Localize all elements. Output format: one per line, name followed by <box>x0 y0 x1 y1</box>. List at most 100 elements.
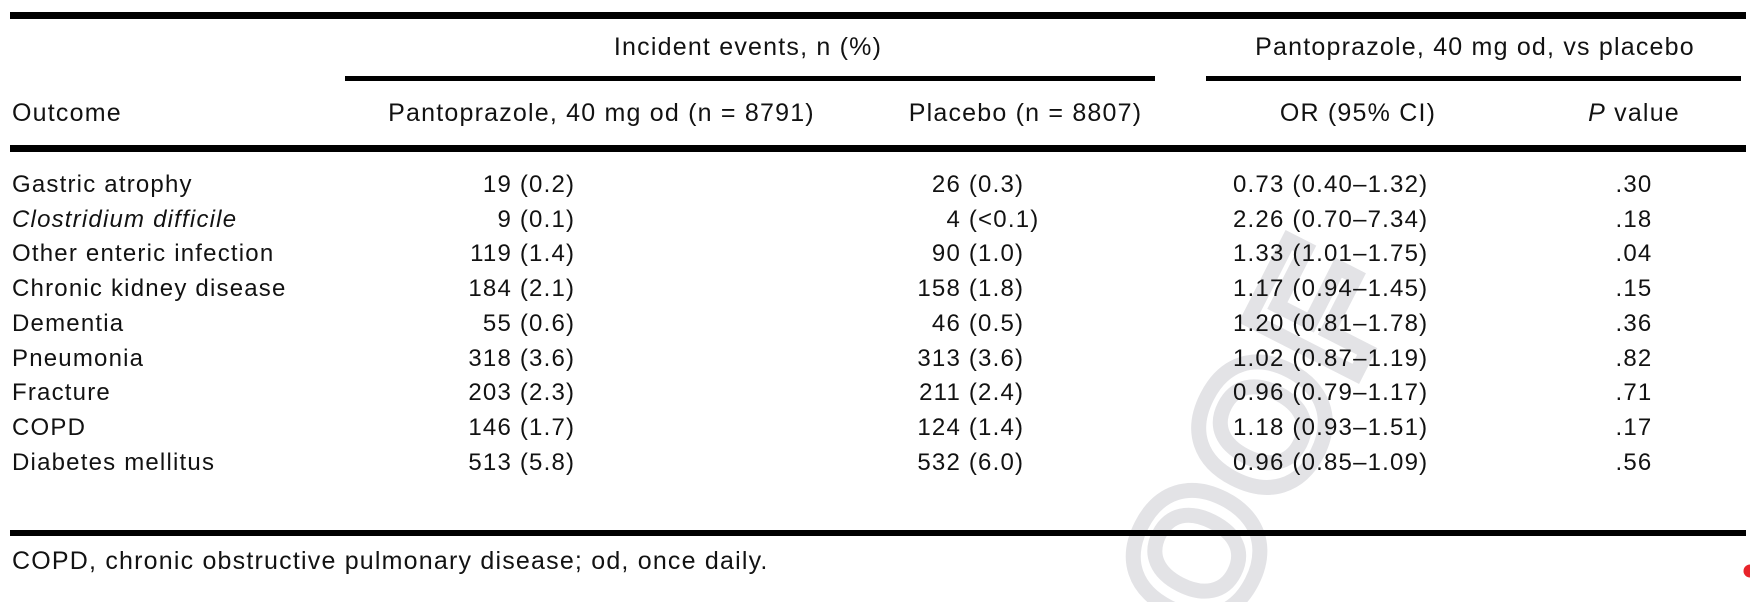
spanner-incident-events: Incident events, n (%) <box>340 19 1188 81</box>
event-count: 26 <box>897 168 961 203</box>
event-count: 55 <box>448 307 512 342</box>
p-value-cell: .04 <box>1500 237 1746 272</box>
or-ci-cell: 2.26 (0.70–7.34) <box>1188 203 1500 238</box>
event-count: 90 <box>897 237 961 272</box>
event-percent: (0.2) <box>512 171 575 198</box>
or-ci-cell: 1.18 (0.93–1.51) <box>1188 411 1500 446</box>
p-value-cell: .17 <box>1500 411 1746 446</box>
placebo-events-cell: 26 (0.3) <box>863 152 1188 203</box>
event-count: 318 <box>448 342 512 377</box>
p-value-italic-p: P <box>1588 99 1606 127</box>
p-value-cell: .15 <box>1500 272 1746 307</box>
event-percent: (2.1) <box>512 275 575 302</box>
event-count: 158 <box>897 272 961 307</box>
placebo-events-cell: 90 (1.0) <box>863 237 1188 272</box>
outcome-cell: COPD <box>10 411 340 446</box>
column-header-placebo: Placebo (n = 8807) <box>863 81 1188 152</box>
event-percent: (3.6) <box>512 345 575 372</box>
event-percent: (<0.1) <box>961 206 1039 233</box>
column-header-pantoprazole: Pantoprazole, 40 mg od (n = 8791) <box>340 81 863 152</box>
event-percent: (1.8) <box>961 275 1024 302</box>
event-count: 19 <box>448 168 512 203</box>
event-percent: (1.0) <box>961 240 1024 267</box>
event-percent: (0.5) <box>961 310 1024 337</box>
pantoprazole-events-cell: 513 (5.8) <box>340 446 863 481</box>
or-ci-cell: 1.33 (1.01–1.75) <box>1188 237 1500 272</box>
or-ci-cell: 0.96 (0.79–1.17) <box>1188 376 1500 411</box>
p-value-cell: .56 <box>1500 446 1746 481</box>
red-proof-mark-circle <box>1744 565 1750 578</box>
event-count: 513 <box>448 446 512 481</box>
event-percent: (1.7) <box>512 414 575 441</box>
p-value-cell: .82 <box>1500 342 1746 377</box>
table-footnote: COPD, chronic obstructive pulmonary dise… <box>12 547 769 575</box>
event-percent: (0.6) <box>512 310 575 337</box>
event-count: 211 <box>897 376 961 411</box>
table-footer: COPD, chronic obstructive pulmonary dise… <box>10 530 1746 576</box>
pantoprazole-events-cell: 19 (0.2) <box>340 152 863 203</box>
or-ci-cell: 1.17 (0.94–1.45) <box>1188 272 1500 307</box>
spanner-row: Incident events, n (%) Pantoprazole, 40 … <box>10 19 1746 81</box>
event-count: 4 <box>897 203 961 238</box>
pantoprazole-events-cell: 203 (2.3) <box>340 376 863 411</box>
event-count: 184 <box>448 272 512 307</box>
spanner-rule <box>1206 76 1741 81</box>
spanner-incident-events-label: Incident events, n (%) <box>340 34 1188 60</box>
outcome-cell: Dementia <box>10 307 340 342</box>
event-percent: (2.4) <box>961 379 1024 406</box>
or-ci-cell: 0.96 (0.85–1.09) <box>1188 446 1500 481</box>
p-value-cell: .18 <box>1500 203 1746 238</box>
event-percent: (1.4) <box>961 414 1024 441</box>
outcome-cell: Fracture <box>10 376 340 411</box>
event-count: 124 <box>897 411 961 446</box>
placebo-events-cell: 158 (1.8) <box>863 272 1188 307</box>
column-header-row: Outcome Pantoprazole, 40 mg od (n = 8791… <box>10 81 1746 152</box>
event-percent: (0.3) <box>961 171 1024 198</box>
pantoprazole-events-cell: 119 (1.4) <box>340 237 863 272</box>
p-value-cell: .36 <box>1500 307 1746 342</box>
outcome-cell: Gastric atrophy <box>10 152 340 203</box>
column-header-p-value: P value <box>1500 81 1746 152</box>
event-percent: (1.4) <box>512 240 575 267</box>
event-count: 9 <box>448 203 512 238</box>
p-value-rest: value <box>1606 99 1680 127</box>
placebo-events-cell: 211 (2.4) <box>863 376 1188 411</box>
pantoprazole-events-cell: 184 (2.1) <box>340 272 863 307</box>
pantoprazole-events-cell: 9 (0.1) <box>340 203 863 238</box>
event-count: 313 <box>897 342 961 377</box>
outcome-cell: Chronic kidney disease <box>10 272 340 307</box>
event-count: 532 <box>897 446 961 481</box>
or-ci-cell: 1.02 (0.87–1.19) <box>1188 342 1500 377</box>
table-row: Pneumonia 318 (3.6) 313 (3.6)1.02 (0.87–1.… <box>10 342 1746 377</box>
outcome-cell: Other enteric infection <box>10 237 340 272</box>
spanner-pantoprazole-vs-placebo-label: Pantoprazole, 40 mg od, vs placebo <box>1188 34 1746 60</box>
pantoprazole-events-cell: 55 (0.6) <box>340 307 863 342</box>
event-percent: (5.8) <box>512 449 575 476</box>
event-count: 146 <box>448 411 512 446</box>
placebo-events-cell: 4 (<0.1) <box>863 203 1188 238</box>
event-count: 46 <box>897 307 961 342</box>
placebo-events-cell: 46 (0.5) <box>863 307 1188 342</box>
p-value-cell: .71 <box>1500 376 1746 411</box>
spanner-pantoprazole-vs-placebo: Pantoprazole, 40 mg od, vs placebo <box>1188 19 1746 81</box>
outcomes-table: Incident events, n (%) Pantoprazole, 40 … <box>10 12 1746 480</box>
spanner-rule <box>345 76 1155 81</box>
outcome-cell: Pneumonia <box>10 342 340 377</box>
event-count: 203 <box>448 376 512 411</box>
placebo-events-cell: 124 (1.4) <box>863 411 1188 446</box>
outcome-cell: Clostridium difficile <box>10 203 340 238</box>
spanner-empty-cell <box>10 19 340 81</box>
event-count: 119 <box>448 237 512 272</box>
event-percent: (6.0) <box>961 449 1024 476</box>
placebo-events-cell: 313 (3.6) <box>863 342 1188 377</box>
column-header-outcome: Outcome <box>10 81 340 152</box>
p-value-cell: .30 <box>1500 152 1746 203</box>
placebo-events-cell: 532 (6.0) <box>863 446 1188 481</box>
